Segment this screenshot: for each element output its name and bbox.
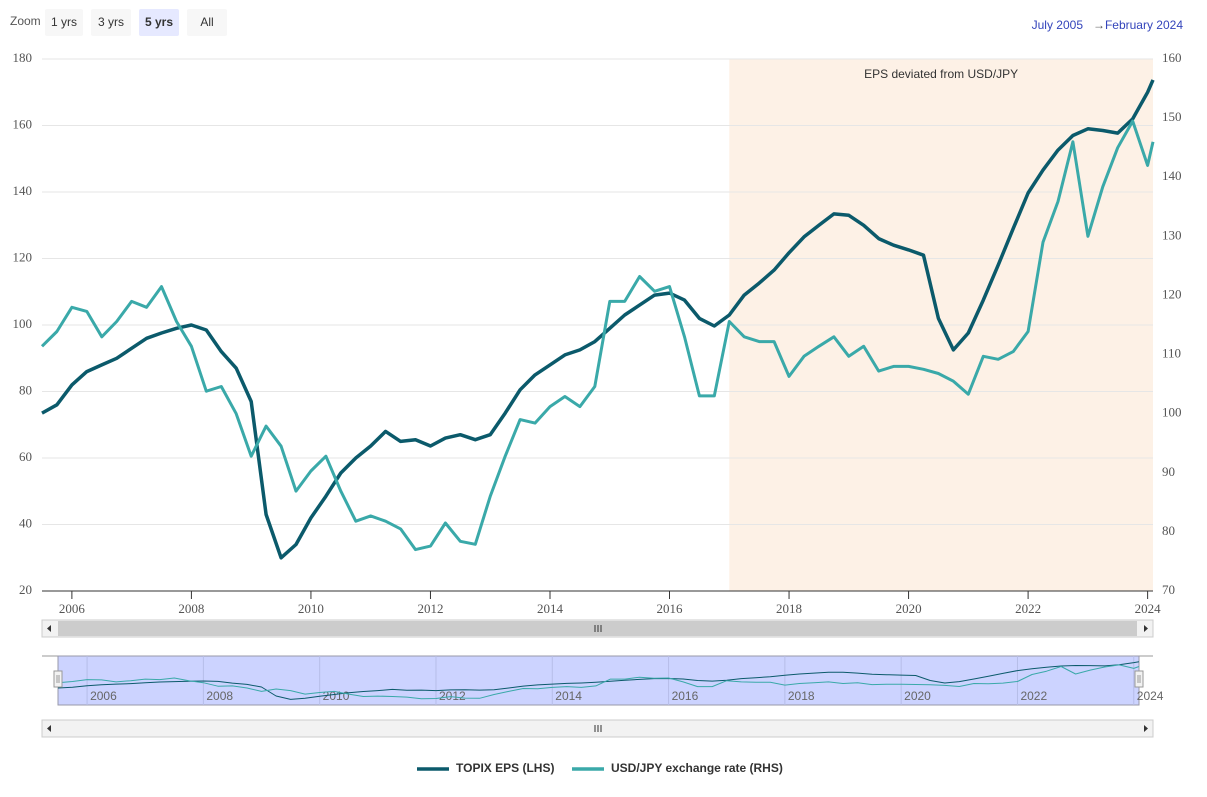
zoom-button-label: 3 yrs bbox=[98, 15, 124, 29]
y-tick-label: 100 bbox=[13, 316, 33, 331]
y2-tick-label: 130 bbox=[1162, 227, 1182, 242]
series-line bbox=[57, 664, 1140, 700]
x-tick-label: 2012 bbox=[417, 601, 443, 616]
y-tick-label: 60 bbox=[19, 449, 32, 464]
x-tick-label: 2008 bbox=[178, 601, 204, 616]
x-tick-label: 2024 bbox=[1135, 601, 1162, 616]
zoom-button-bg bbox=[139, 9, 179, 36]
zoom-label: Zoom bbox=[10, 14, 41, 28]
y-tick-label: 160 bbox=[13, 116, 33, 131]
y2-tick-label: 70 bbox=[1162, 582, 1175, 597]
y-tick-label: 120 bbox=[13, 249, 33, 264]
navigator-tick-label: 2014 bbox=[555, 689, 582, 703]
zoom-button-label: 1 yrs bbox=[51, 15, 77, 29]
y2-tick-label: 100 bbox=[1162, 405, 1182, 420]
series-line bbox=[41, 79, 1155, 560]
zoom-button[interactable]: 3 yrs bbox=[91, 9, 131, 36]
x-tick-label: 2018 bbox=[776, 601, 802, 616]
navigator-handle[interactable] bbox=[53, 670, 63, 688]
y-tick-label: 80 bbox=[19, 382, 32, 397]
zoom-button[interactable]: All bbox=[187, 9, 227, 36]
navigator-tick-label: 2012 bbox=[439, 689, 466, 703]
legend-item[interactable]: TOPIX EPS (LHS) bbox=[417, 761, 554, 775]
navigator-mask bbox=[57, 655, 1140, 706]
navigator-tick-label: 2024 bbox=[1137, 689, 1164, 703]
navigator[interactable]: 2006 2008 2010 2012 2014 2016 2018 2020 2022 2024 bbox=[42, 655, 1164, 706]
zoom-button-bg bbox=[187, 9, 227, 36]
series-line bbox=[40, 119, 1155, 552]
range-separator: → bbox=[1093, 18, 1105, 32]
y2-tick-label: 110 bbox=[1162, 346, 1181, 361]
x-tick-label: 2010 bbox=[298, 601, 324, 616]
x-tick-label: 2016 bbox=[657, 601, 684, 616]
scrollbar[interactable] bbox=[41, 719, 1154, 738]
navigator-tick-label: 2016 bbox=[672, 689, 699, 703]
x-tick-label: 2020 bbox=[896, 601, 922, 616]
y2-tick-label: 120 bbox=[1162, 286, 1182, 301]
scrollbar[interactable] bbox=[41, 619, 1154, 638]
navigator-tick-label: 2022 bbox=[1020, 689, 1047, 703]
zoom-button-label: All bbox=[200, 15, 213, 29]
legend-label: USD/JPY exchange rate (RHS) bbox=[611, 761, 783, 775]
y-tick-label: 180 bbox=[13, 50, 33, 65]
scroll-grip bbox=[594, 725, 602, 732]
zoom-button[interactable]: 1 yrs bbox=[45, 9, 83, 36]
x-tick-label: 2022 bbox=[1015, 601, 1041, 616]
navigator-handle-grip bbox=[1137, 675, 1141, 683]
annotation-label: EPS deviated from USD/JPY bbox=[864, 67, 1018, 81]
legend-label: TOPIX EPS (LHS) bbox=[456, 761, 554, 775]
navigator-handle-grip bbox=[56, 675, 60, 683]
navigator-handle[interactable] bbox=[1134, 670, 1144, 688]
series-line bbox=[57, 661, 1140, 700]
navigator-tick-label: 2008 bbox=[206, 689, 233, 703]
y-tick-label: 20 bbox=[19, 582, 32, 597]
y2-tick-label: 90 bbox=[1162, 464, 1175, 479]
zoom-button[interactable]: 5 yrs bbox=[139, 9, 179, 36]
y-tick-label: 140 bbox=[13, 183, 33, 198]
y2-tick-label: 160 bbox=[1162, 50, 1182, 65]
legend-item[interactable]: USD/JPY exchange rate (RHS) bbox=[572, 761, 783, 775]
x-tick-label: 2014 bbox=[537, 601, 564, 616]
y2-tick-label: 140 bbox=[1162, 168, 1182, 183]
zoom-button-label: 5 yrs bbox=[145, 15, 173, 29]
range-from: July 2005 bbox=[1032, 18, 1084, 32]
zoom-button-bg bbox=[91, 9, 131, 36]
scroll-grip bbox=[594, 625, 602, 632]
navigator-tick-label: 2006 bbox=[90, 689, 117, 703]
x-tick-label: 2006 bbox=[59, 601, 86, 616]
y-tick-label: 40 bbox=[19, 515, 32, 530]
y2-tick-label: 150 bbox=[1162, 109, 1182, 124]
navigator-tick-label: 2018 bbox=[788, 689, 815, 703]
range-to: February 2024 bbox=[1105, 18, 1183, 32]
zoom-button-bg bbox=[45, 9, 83, 36]
y2-tick-label: 80 bbox=[1162, 523, 1175, 538]
navigator-tick-label: 2020 bbox=[904, 689, 931, 703]
